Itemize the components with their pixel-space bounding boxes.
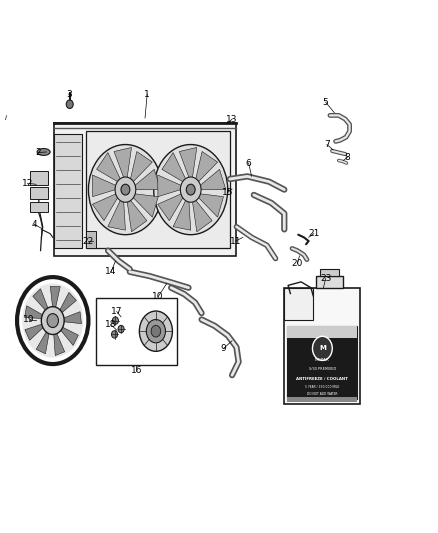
Text: DO NOT ADD WATER: DO NOT ADD WATER	[307, 392, 338, 396]
Text: 8: 8	[345, 153, 350, 162]
Circle shape	[118, 325, 124, 333]
Bar	[320, 269, 339, 276]
Polygon shape	[173, 195, 191, 230]
Polygon shape	[92, 191, 121, 221]
Text: 6: 6	[246, 159, 251, 167]
Text: 11: 11	[230, 237, 241, 246]
Bar	[96, 298, 177, 365]
Text: 5/30 PREMIXED: 5/30 PREMIXED	[309, 367, 336, 372]
Bar	[284, 288, 313, 320]
Circle shape	[154, 144, 228, 235]
Polygon shape	[195, 169, 226, 190]
Polygon shape	[33, 289, 50, 314]
Bar	[86, 131, 230, 248]
Bar	[287, 398, 357, 402]
Polygon shape	[92, 175, 121, 197]
Text: 4: 4	[31, 220, 37, 229]
Text: 22: 22	[83, 237, 94, 246]
Text: 5 YEAR / 150,000 MILE: 5 YEAR / 150,000 MILE	[305, 385, 339, 389]
Polygon shape	[108, 195, 125, 230]
Text: 1: 1	[144, 90, 150, 99]
Circle shape	[139, 311, 173, 351]
Polygon shape	[130, 169, 161, 190]
Text: 20: 20	[292, 260, 303, 268]
Circle shape	[180, 177, 201, 202]
Circle shape	[186, 184, 195, 195]
Text: ANTIFREEZE / COOLANT: ANTIFREEZE / COOLANT	[297, 377, 348, 381]
Bar	[287, 326, 357, 338]
Text: 21: 21	[308, 229, 320, 238]
Polygon shape	[179, 148, 197, 184]
Polygon shape	[36, 326, 50, 354]
Polygon shape	[97, 152, 123, 185]
Text: 2: 2	[35, 148, 41, 157]
Polygon shape	[50, 286, 60, 314]
Polygon shape	[57, 325, 78, 345]
Bar	[287, 326, 357, 399]
Circle shape	[151, 325, 161, 337]
Text: 18: 18	[105, 320, 117, 329]
Polygon shape	[162, 152, 188, 185]
Text: 7: 7	[324, 140, 330, 149]
Circle shape	[22, 284, 83, 358]
Polygon shape	[57, 293, 76, 317]
Polygon shape	[129, 193, 158, 217]
Text: i: i	[5, 115, 7, 121]
Text: 13: 13	[226, 115, 238, 124]
Circle shape	[146, 319, 166, 343]
Text: 5: 5	[323, 98, 328, 107]
Bar	[30, 187, 48, 199]
Polygon shape	[191, 195, 212, 232]
Circle shape	[112, 330, 117, 338]
Polygon shape	[126, 195, 147, 232]
Text: MOPAR: MOPAR	[315, 358, 330, 362]
Circle shape	[113, 317, 118, 324]
Polygon shape	[25, 306, 48, 319]
Bar	[316, 276, 343, 288]
Polygon shape	[158, 191, 187, 221]
Text: 9: 9	[220, 344, 226, 353]
Bar	[30, 171, 48, 185]
Polygon shape	[129, 151, 152, 186]
Circle shape	[115, 177, 136, 202]
Circle shape	[66, 100, 73, 109]
Ellipse shape	[37, 149, 50, 156]
Polygon shape	[194, 193, 223, 217]
Text: 12: 12	[22, 179, 33, 188]
Bar	[30, 203, 48, 212]
Circle shape	[312, 336, 332, 360]
Text: 3: 3	[66, 90, 72, 99]
Polygon shape	[58, 312, 81, 324]
Bar	[53, 134, 82, 248]
Circle shape	[47, 313, 58, 328]
Text: 15: 15	[222, 188, 233, 197]
Polygon shape	[53, 327, 65, 356]
Circle shape	[17, 277, 88, 364]
Text: M: M	[319, 345, 326, 351]
Circle shape	[121, 184, 130, 195]
Polygon shape	[114, 148, 131, 184]
Text: 16: 16	[131, 367, 142, 375]
Text: 17: 17	[111, 307, 123, 316]
Bar	[284, 288, 360, 405]
Text: 14: 14	[106, 268, 117, 276]
Text: 23: 23	[320, 274, 331, 283]
Circle shape	[88, 144, 162, 235]
Bar	[86, 231, 96, 248]
Polygon shape	[194, 151, 218, 186]
Text: 10: 10	[152, 292, 164, 301]
Text: 19: 19	[23, 315, 35, 324]
Polygon shape	[158, 175, 187, 197]
Bar	[53, 123, 237, 256]
Circle shape	[41, 306, 64, 335]
Polygon shape	[25, 322, 48, 340]
